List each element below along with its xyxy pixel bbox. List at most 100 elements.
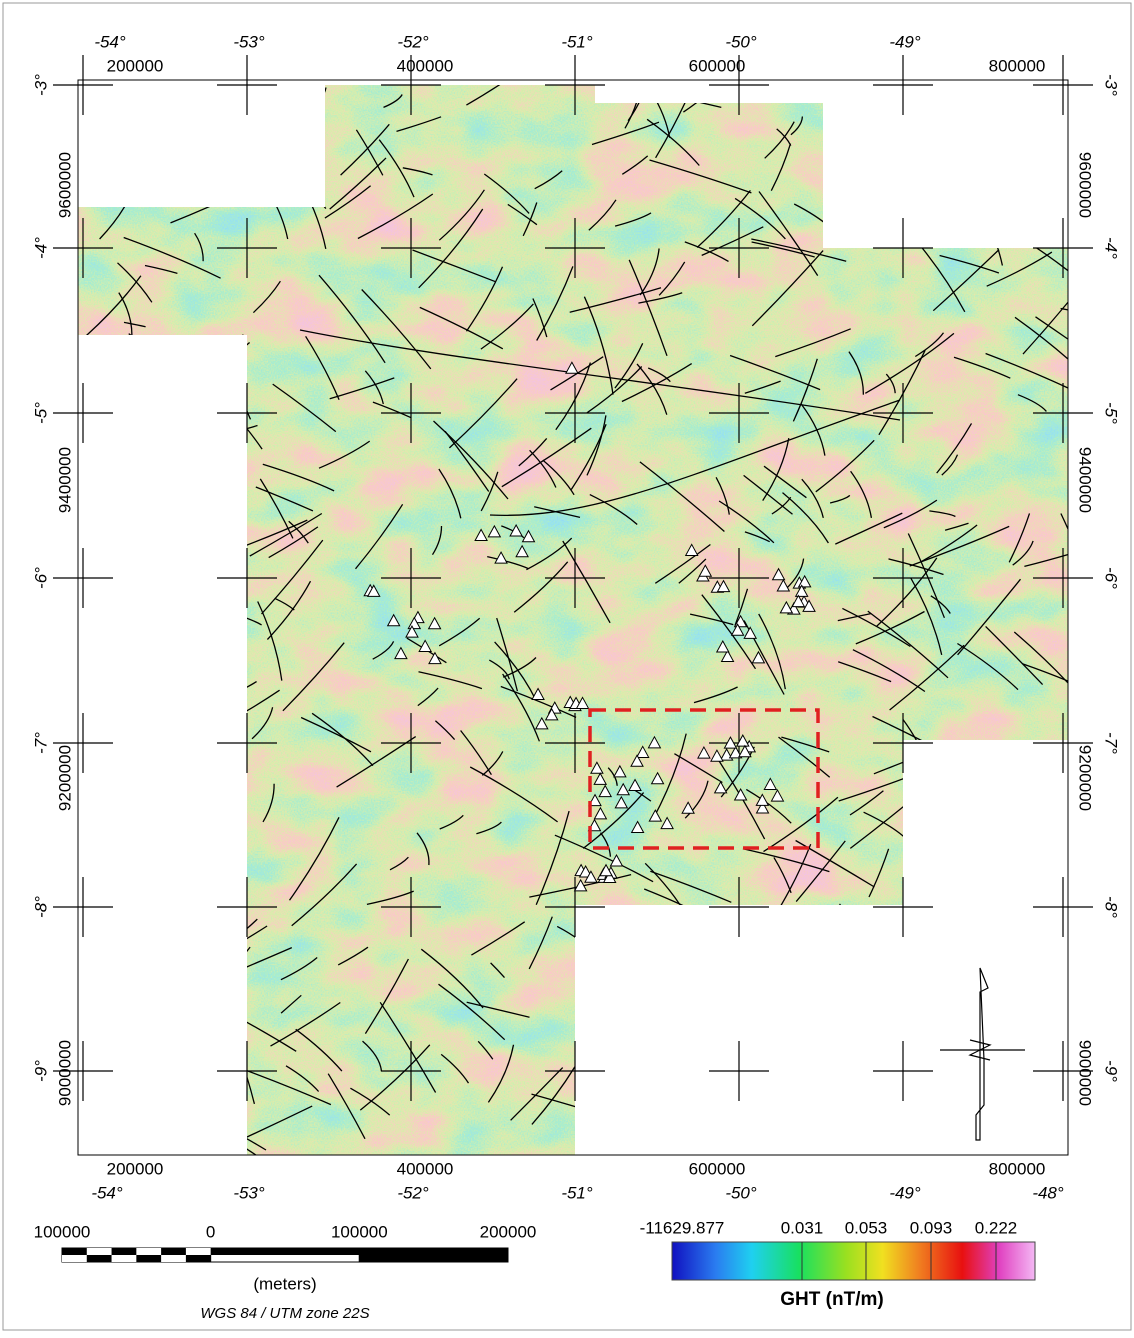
ght-raster (78, 85, 1068, 1155)
fault (909, 920, 948, 981)
colorbar (672, 1242, 1035, 1280)
left-lat-label: -4° (31, 237, 50, 259)
fault (934, 101, 956, 106)
fault (118, 555, 164, 577)
scale-check (136, 1248, 161, 1255)
right-lat-label: -5° (1102, 402, 1121, 424)
right-utm-label: 9400000 (1076, 447, 1095, 513)
fault (593, 1014, 617, 1031)
top-utm-label: 600000 (689, 56, 746, 75)
top-lon-label: -51° (561, 32, 593, 51)
fault (206, 628, 227, 640)
colorbar-label: 0.053 (845, 1218, 888, 1237)
fault (655, 1138, 680, 1183)
fault (825, 1059, 846, 1078)
fault (938, 209, 948, 227)
colorbar-label: 0.222 (975, 1218, 1018, 1237)
fault (108, 134, 147, 150)
fault (92, 881, 136, 948)
fault (611, 1003, 701, 1056)
fault (810, 904, 840, 939)
north-arrow (940, 968, 1025, 1140)
fault (310, 88, 326, 110)
bottom-utm-label: 600000 (689, 1159, 746, 1178)
fault (265, 134, 320, 196)
right-lat-label: -8° (1102, 896, 1121, 918)
scale-segment (211, 1248, 360, 1255)
fault (945, 924, 997, 965)
fault (783, 960, 808, 971)
fault (835, 906, 866, 974)
fault (911, 121, 949, 134)
fault (126, 393, 164, 434)
fault (276, 60, 334, 88)
fault (194, 437, 215, 452)
fault (163, 800, 221, 831)
fault (160, 399, 175, 445)
bottom-utm-label: 800000 (989, 1159, 1046, 1178)
fault (1044, 166, 1063, 218)
fault (115, 547, 140, 571)
fault (666, 948, 673, 968)
top-utm-label: 200000 (107, 56, 164, 75)
fault (1054, 955, 1090, 1006)
fault (154, 973, 170, 1012)
fault (137, 1100, 222, 1162)
bottom-lon-label: -49° (889, 1183, 921, 1202)
fault (709, 994, 764, 1015)
right-utm-label: 9200000 (1076, 745, 1095, 811)
fault (767, 993, 786, 1019)
fault (217, 472, 237, 509)
fault (1001, 782, 1039, 859)
left-utm-label: 9200000 (55, 745, 74, 811)
fault (136, 692, 164, 714)
fault (166, 373, 227, 412)
fault (99, 803, 120, 818)
fault (124, 936, 182, 1007)
fault (88, 493, 173, 550)
bottom-lon-label: -48° (1032, 1183, 1064, 1202)
fault (802, 915, 868, 940)
fault (1000, 1097, 1026, 1106)
fault (119, 448, 196, 496)
fault (680, 1097, 719, 1114)
bottom-lon-label: -51° (561, 1183, 593, 1202)
left-lat-label: -5° (31, 402, 50, 424)
scale-label: 0 (206, 1222, 215, 1241)
colorbar-title: GHT (nT/m) (780, 1289, 883, 1310)
fault (85, 135, 170, 185)
fault (147, 681, 201, 700)
fault (811, 1042, 872, 1082)
fault (619, 975, 701, 1032)
right-lat-label: -9° (1102, 1060, 1121, 1082)
right-lat-label: -7° (1102, 732, 1121, 754)
right-lat-label: -3° (1102, 74, 1121, 96)
fault (187, 947, 251, 1012)
right-lat-label: -6° (1102, 567, 1121, 589)
fault (114, 1014, 196, 1049)
fault (920, 919, 958, 933)
scale-label: 100000 (331, 1222, 388, 1241)
fault (84, 471, 150, 557)
fault (782, 988, 813, 1064)
fault (990, 769, 1052, 805)
left-lat-label: -3° (31, 74, 50, 96)
fault (1002, 94, 1091, 157)
fault (168, 1043, 245, 1089)
colorbar-label: 0.093 (910, 1218, 953, 1237)
left-utm-label: 9600000 (55, 152, 74, 218)
fault (725, 1069, 770, 1093)
fault (191, 343, 250, 392)
fault (131, 1073, 214, 1128)
top-lon-label: -52° (397, 32, 429, 51)
fault (110, 1086, 149, 1102)
fault (1034, 921, 1080, 937)
top-lon-label: -50° (725, 32, 757, 51)
fault (800, 1095, 870, 1115)
fault (975, 1066, 1070, 1091)
scale-label: 100000 (34, 1222, 91, 1241)
fault (608, 978, 698, 1007)
fault (97, 1122, 132, 1150)
fault (174, 813, 233, 905)
fault (1011, 1096, 1083, 1151)
